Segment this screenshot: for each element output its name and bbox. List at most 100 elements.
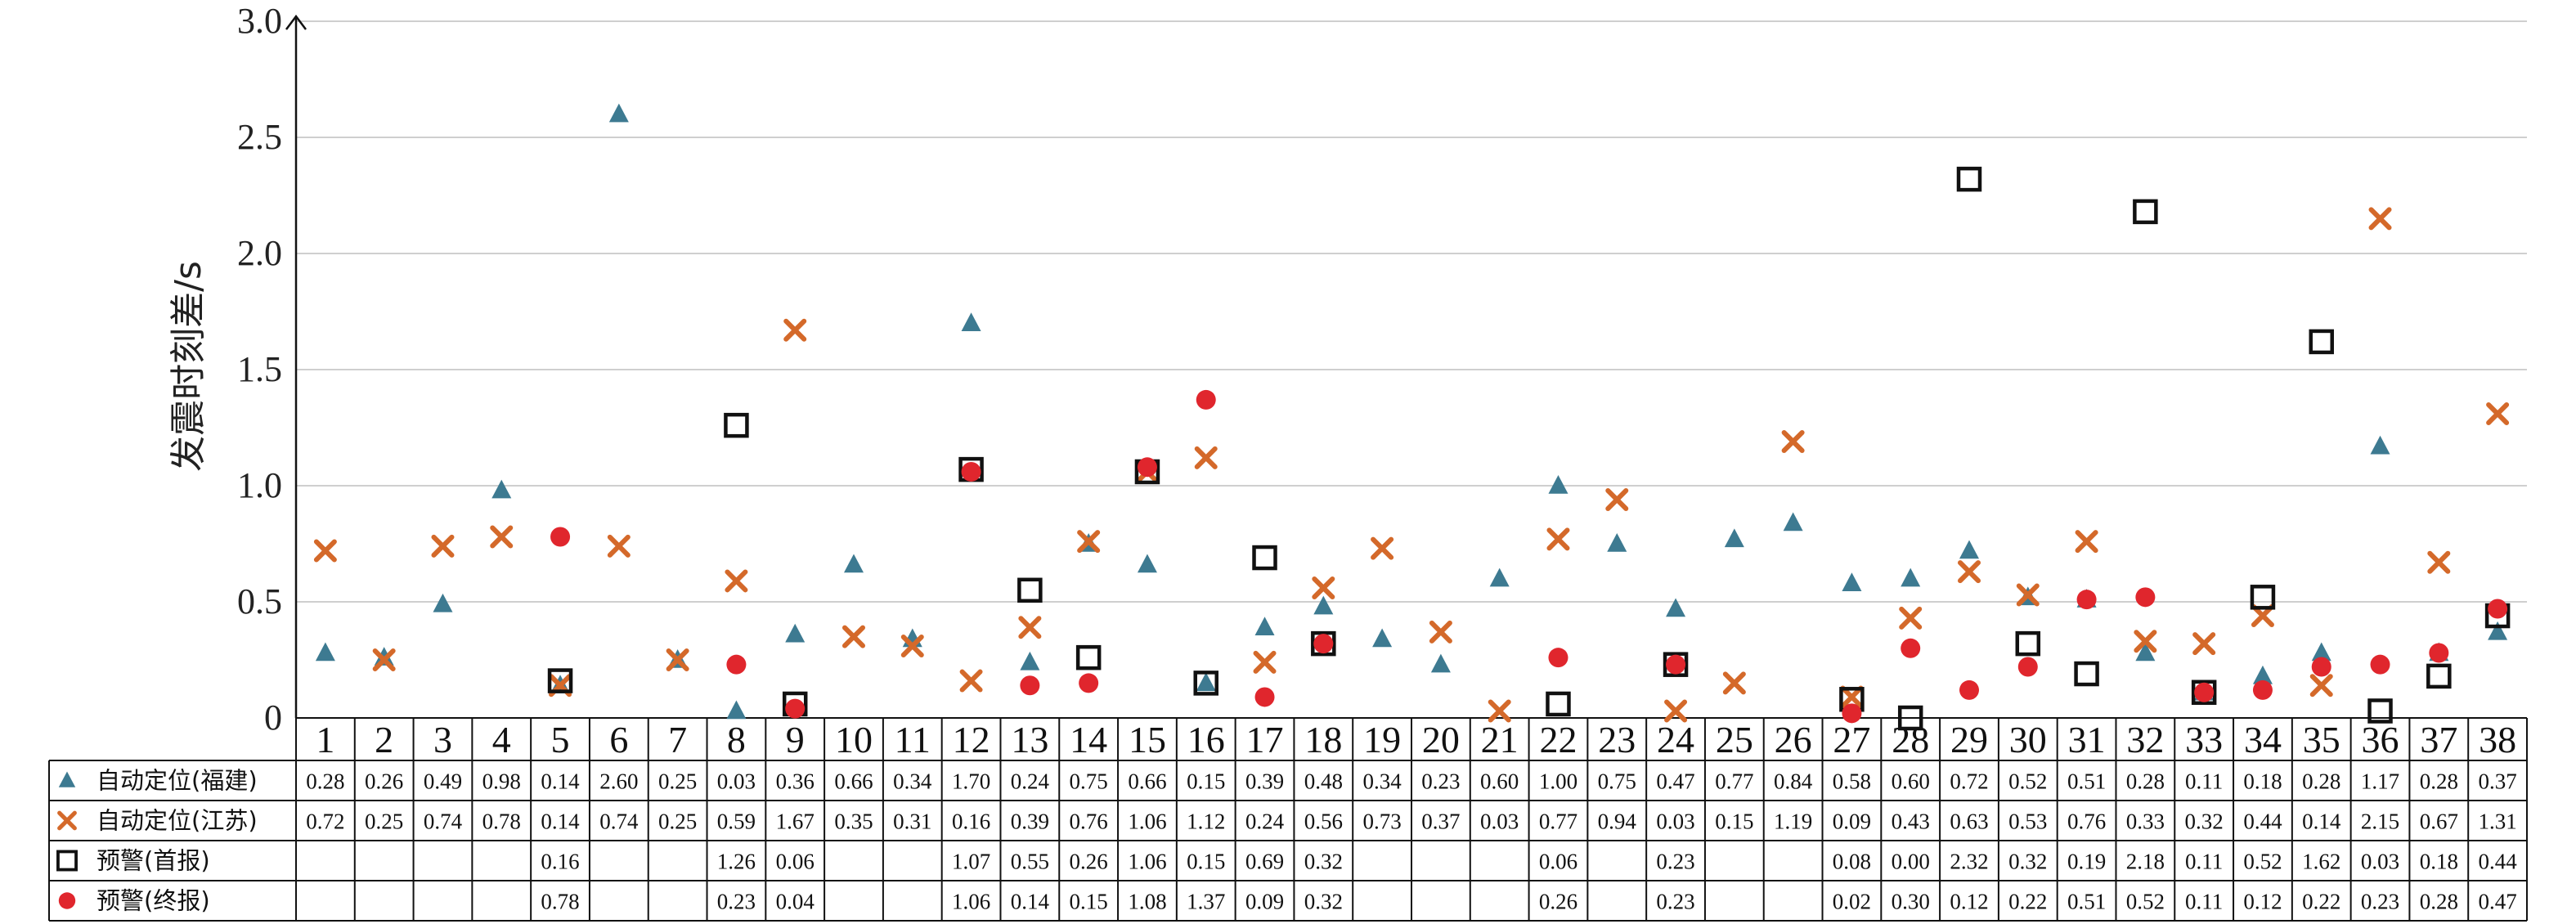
data-label: 0.31: [893, 810, 931, 834]
triangle-point: [1666, 598, 1686, 617]
data-label: 0.12: [2243, 890, 2282, 914]
x-point: [666, 648, 689, 671]
data-label: 0.03: [1480, 810, 1519, 834]
circle-point: [2370, 654, 2390, 675]
x-tick-label: 38: [2479, 719, 2516, 760]
circle-point: [2076, 590, 2097, 610]
data-label: 0.00: [1892, 850, 1930, 874]
data-label: 0.28: [2420, 769, 2458, 794]
x-tick-label: 18: [1304, 719, 1342, 760]
triangle-point: [1020, 651, 1040, 671]
x-point: [2075, 530, 2098, 554]
data-label: 0.52: [2243, 850, 2282, 874]
data-label: 0.16: [541, 850, 579, 874]
circle-point: [1137, 457, 1157, 478]
y-tick-label: 2.5: [237, 117, 282, 157]
data-label: 0.47: [1656, 769, 1694, 794]
x-tick-label: 36: [2362, 719, 2399, 760]
data-label: 0.37: [1421, 810, 1460, 834]
legend-marker: [58, 892, 76, 909]
square-point: [2367, 698, 2393, 724]
x-tick-label: 32: [2126, 719, 2164, 760]
data-label: 0.73: [1362, 810, 1401, 834]
x-tick-label: 11: [895, 719, 931, 760]
x-point: [372, 648, 396, 671]
triangle-point: [1724, 528, 1744, 548]
data-label: 0.67: [2420, 810, 2458, 834]
data-label: 0.22: [2008, 890, 2047, 914]
x-tick-label: 12: [953, 719, 990, 760]
data-label: 0.53: [2008, 810, 2047, 834]
x-tick-label: 23: [1598, 719, 1636, 760]
x-point: [1899, 606, 1923, 630]
data-label: 0.15: [1187, 850, 1225, 874]
x-point: [900, 634, 924, 657]
data-label: 0.23: [2361, 890, 2399, 914]
data-label: 0.26: [365, 769, 403, 794]
data-label: 0.32: [2008, 850, 2047, 874]
triangle-point: [844, 554, 864, 573]
triangle-point: [1842, 572, 1862, 592]
square-point: [2133, 199, 2158, 225]
x-tick-label: 13: [1011, 719, 1048, 760]
x-point: [2192, 632, 2216, 656]
x-point: [1077, 530, 1101, 554]
x-tick-label: 34: [2244, 719, 2282, 760]
y-axis: 0 0.5 1.0 1.5 2.0 2.5 3.0: [237, 1, 307, 738]
y-tick-label: 1.5: [237, 349, 282, 389]
data-label: 0.03: [717, 769, 756, 794]
triangle-point: [785, 623, 806, 643]
data-label: 0.08: [1833, 850, 1871, 874]
square-point: [1075, 644, 1102, 671]
data-label: 0.56: [1304, 810, 1343, 834]
x-point: [490, 525, 514, 549]
x-tick-label: 4: [492, 719, 511, 760]
x-point: [1371, 536, 1394, 560]
data-table: 1 2 3 4 5 6 7 8 9 10 11 12 13 14 15 16 17 18 19 20 21 22 23 24 2…: [48, 717, 2528, 922]
data-label: 0.52: [2008, 769, 2047, 794]
legend-entry: 自动定位(江苏): [96, 807, 258, 835]
x-point: [1781, 430, 1805, 454]
data-label: 0.76: [1070, 810, 1108, 834]
data-label: 0.03: [2361, 850, 2399, 874]
data-label: 0.74: [424, 810, 463, 834]
x-tick-label: 17: [1246, 719, 1284, 760]
data-label: 1.06: [1128, 850, 1166, 874]
square-point: [1311, 630, 1336, 657]
circle-point: [1548, 648, 1568, 668]
x-point: [313, 539, 337, 563]
x-tick-label: 35: [2303, 719, 2340, 760]
data-label: 0.14: [541, 769, 580, 794]
data-label: 0.02: [1833, 890, 1871, 914]
data-label: 0.75: [1070, 769, 1108, 794]
x-tick-label: 27: [1833, 719, 1870, 760]
data-label: 0.35: [834, 810, 873, 834]
square-point: [547, 668, 573, 693]
data-label: 0.51: [2067, 769, 2106, 794]
data-label: 0.32: [2185, 810, 2224, 834]
data-label: 0.32: [1304, 850, 1343, 874]
circle-point: [726, 654, 747, 675]
data-label: 1.12: [1187, 810, 1225, 834]
data-label: 0.18: [2243, 769, 2282, 794]
x-tick-label: 33: [2185, 719, 2223, 760]
data-label: 0.28: [2302, 769, 2340, 794]
circle-point: [1254, 687, 1275, 707]
triangle-point: [2488, 621, 2508, 640]
data-label: 0.18: [2420, 850, 2458, 874]
data-label: 0.66: [1128, 769, 1166, 794]
y-tick-label: 0: [264, 697, 282, 738]
data-label: 0.16: [952, 810, 990, 834]
data-label: 0.51: [2067, 890, 2106, 914]
legend-entry: 自动定位(福建): [96, 767, 258, 795]
triangle-point: [491, 479, 512, 499]
data-label: 1.19: [1774, 810, 1812, 834]
data-label: 0.28: [2420, 890, 2458, 914]
x-tick-label: 26: [1775, 719, 1812, 760]
circle-point: [2194, 682, 2215, 702]
gridlines: [296, 20, 2527, 603]
data-label: 0.59: [717, 810, 756, 834]
x-tick-label: 7: [668, 719, 687, 760]
x-tick-label: 20: [1422, 719, 1460, 760]
data-label: 0.49: [424, 769, 462, 794]
